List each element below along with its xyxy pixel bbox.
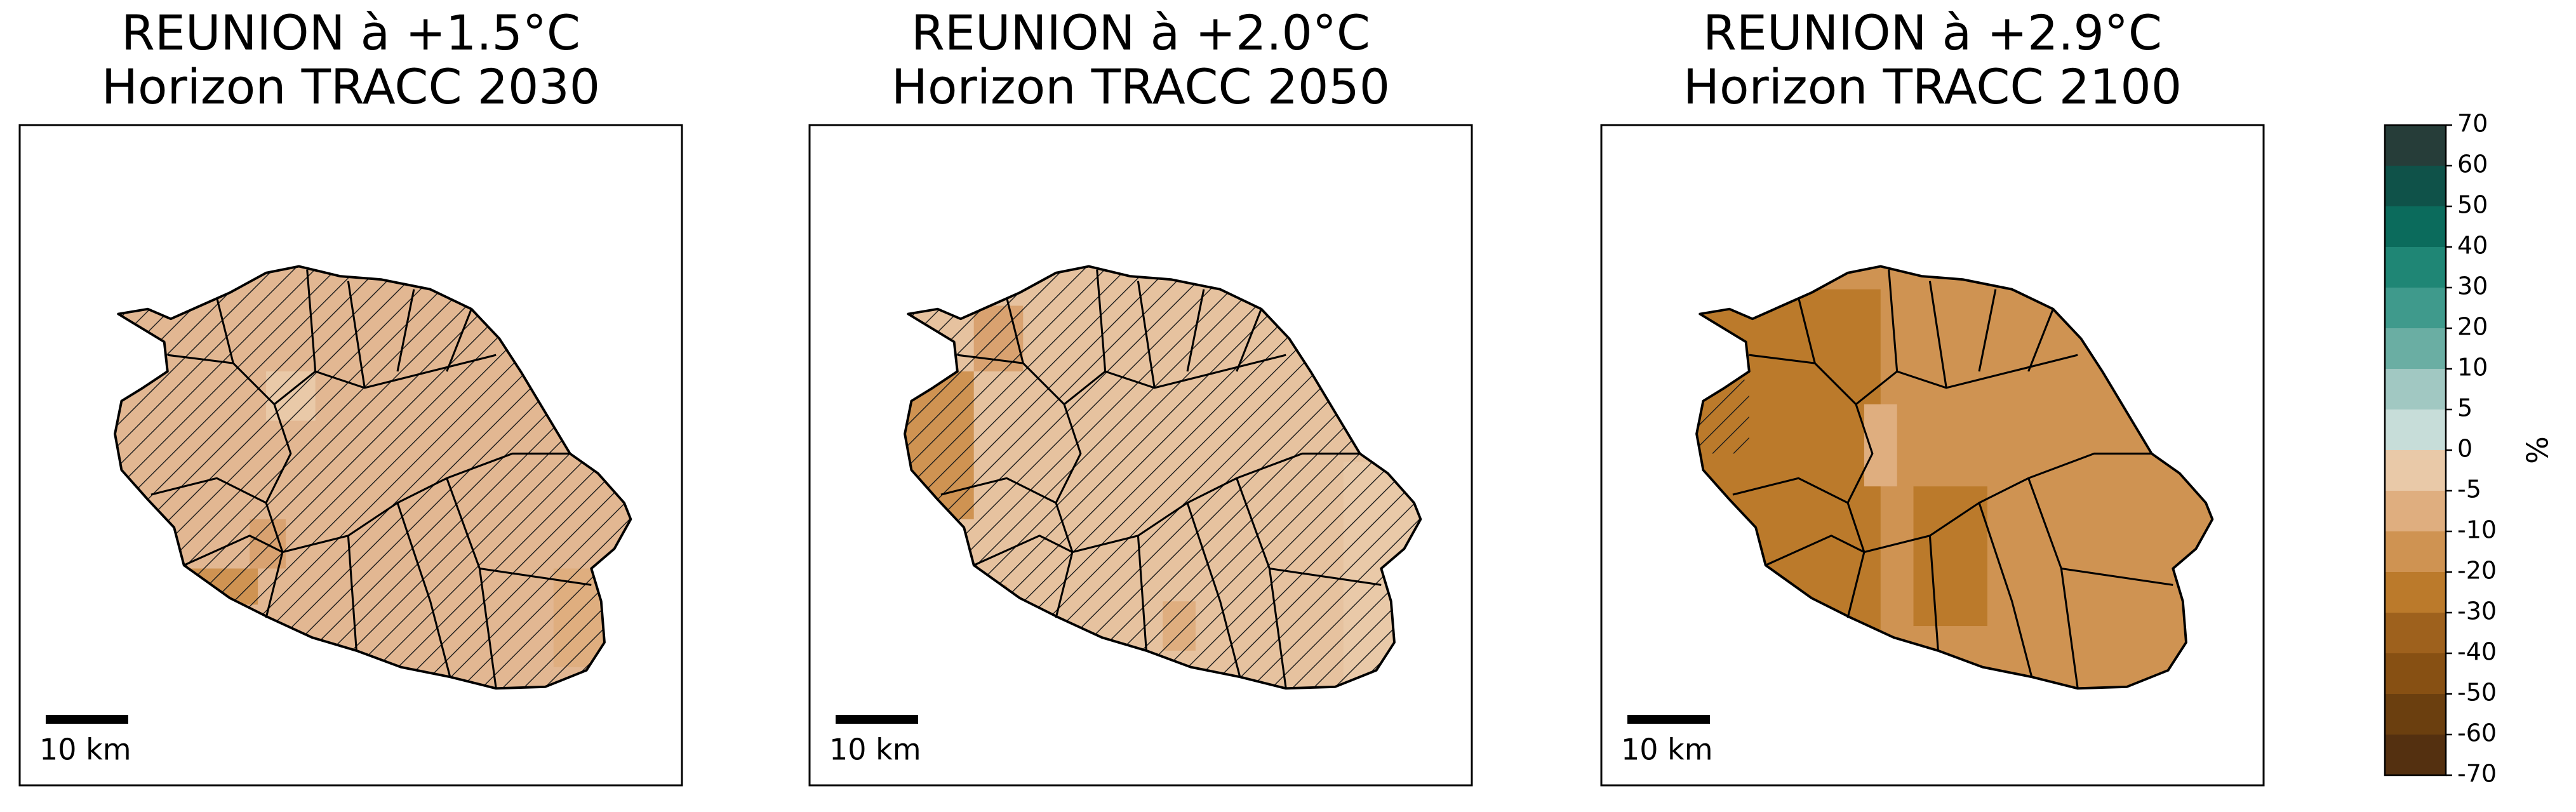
grid-patch	[973, 585, 1007, 634]
colorbar-tick-label: -5	[2457, 476, 2481, 503]
panel-title: REUNION à +2.0°C	[911, 4, 1370, 61]
scale-bar-label: 10 km	[829, 733, 921, 767]
panel-frame	[1600, 124, 2265, 787]
colorbar-tick-label: 5	[2457, 394, 2473, 422]
colorbar-tick-label: 60	[2457, 150, 2488, 178]
colorbar-tick-label: -20	[2457, 557, 2497, 585]
colorbar-band	[2385, 409, 2446, 451]
colorbar-band	[2385, 735, 2446, 776]
colorbar-tick-label: 70	[2457, 110, 2488, 138]
colorbar-tick-label: -30	[2457, 597, 2497, 625]
colorbar-band	[2385, 206, 2446, 248]
colorbar-band	[2385, 613, 2446, 654]
colorbar-band	[2385, 450, 2446, 491]
panel-frame	[18, 124, 683, 787]
colorbar-band	[2385, 694, 2446, 735]
colorbar-band	[2385, 288, 2446, 329]
panel-subtitle: Horizon TRACC 2050	[891, 58, 1390, 115]
island-map	[1695, 265, 2214, 690]
colorbar-band	[2385, 572, 2446, 613]
colorbar-tick-label: -40	[2457, 638, 2497, 666]
colorbar-label: %	[2521, 436, 2555, 464]
colorbar-tick-label: 20	[2457, 313, 2488, 341]
colorbar-band	[2385, 653, 2446, 695]
island-outline	[904, 265, 1422, 690]
scale-bar	[1627, 715, 1710, 724]
colorbar-tick-label: 50	[2457, 191, 2488, 219]
colorbar-band	[2385, 125, 2446, 166]
island-outline	[1695, 265, 2214, 690]
panel-title: REUNION à +1.5°C	[121, 4, 580, 61]
colorbar-band	[2385, 166, 2446, 207]
basin-borders	[150, 269, 592, 689]
colorbar-tick-label: 0	[2457, 435, 2473, 463]
scale-bar-label: 10 km	[1621, 733, 1713, 767]
scale-bar	[46, 715, 128, 724]
colorbar-tick-label: 40	[2457, 232, 2488, 260]
scale-bar-label: 10 km	[39, 733, 131, 767]
colorbar-band	[2385, 491, 2446, 532]
panel-frame	[808, 124, 1473, 787]
island-map	[114, 265, 632, 690]
island-map	[904, 265, 1422, 690]
colorbar-band	[2385, 369, 2446, 410]
panel-subtitle: Horizon TRACC 2100	[1683, 58, 2182, 115]
colorbar-band	[2385, 247, 2446, 288]
colorbar-band	[2385, 328, 2446, 369]
colorbar-tick-label: 10	[2457, 354, 2488, 382]
colorbar-tick-label: -70	[2457, 760, 2497, 788]
colorbar-band	[2385, 531, 2446, 573]
basin-borders	[940, 269, 1382, 689]
colorbar-tick-label: -10	[2457, 516, 2497, 544]
colorbar-tick-label: -60	[2457, 719, 2497, 747]
colorbar-tick-label: 30	[2457, 272, 2488, 300]
panel-subtitle: Horizon TRACC 2030	[102, 58, 600, 115]
island-outline	[114, 265, 632, 690]
grid-patch	[1913, 486, 1987, 627]
colorbar-tick-label: -50	[2457, 679, 2497, 707]
basin-borders	[1732, 269, 2173, 689]
panel-title: REUNION à +2.9°C	[1703, 4, 2162, 61]
scale-bar	[836, 715, 918, 724]
grid-patch	[1697, 289, 1881, 684]
